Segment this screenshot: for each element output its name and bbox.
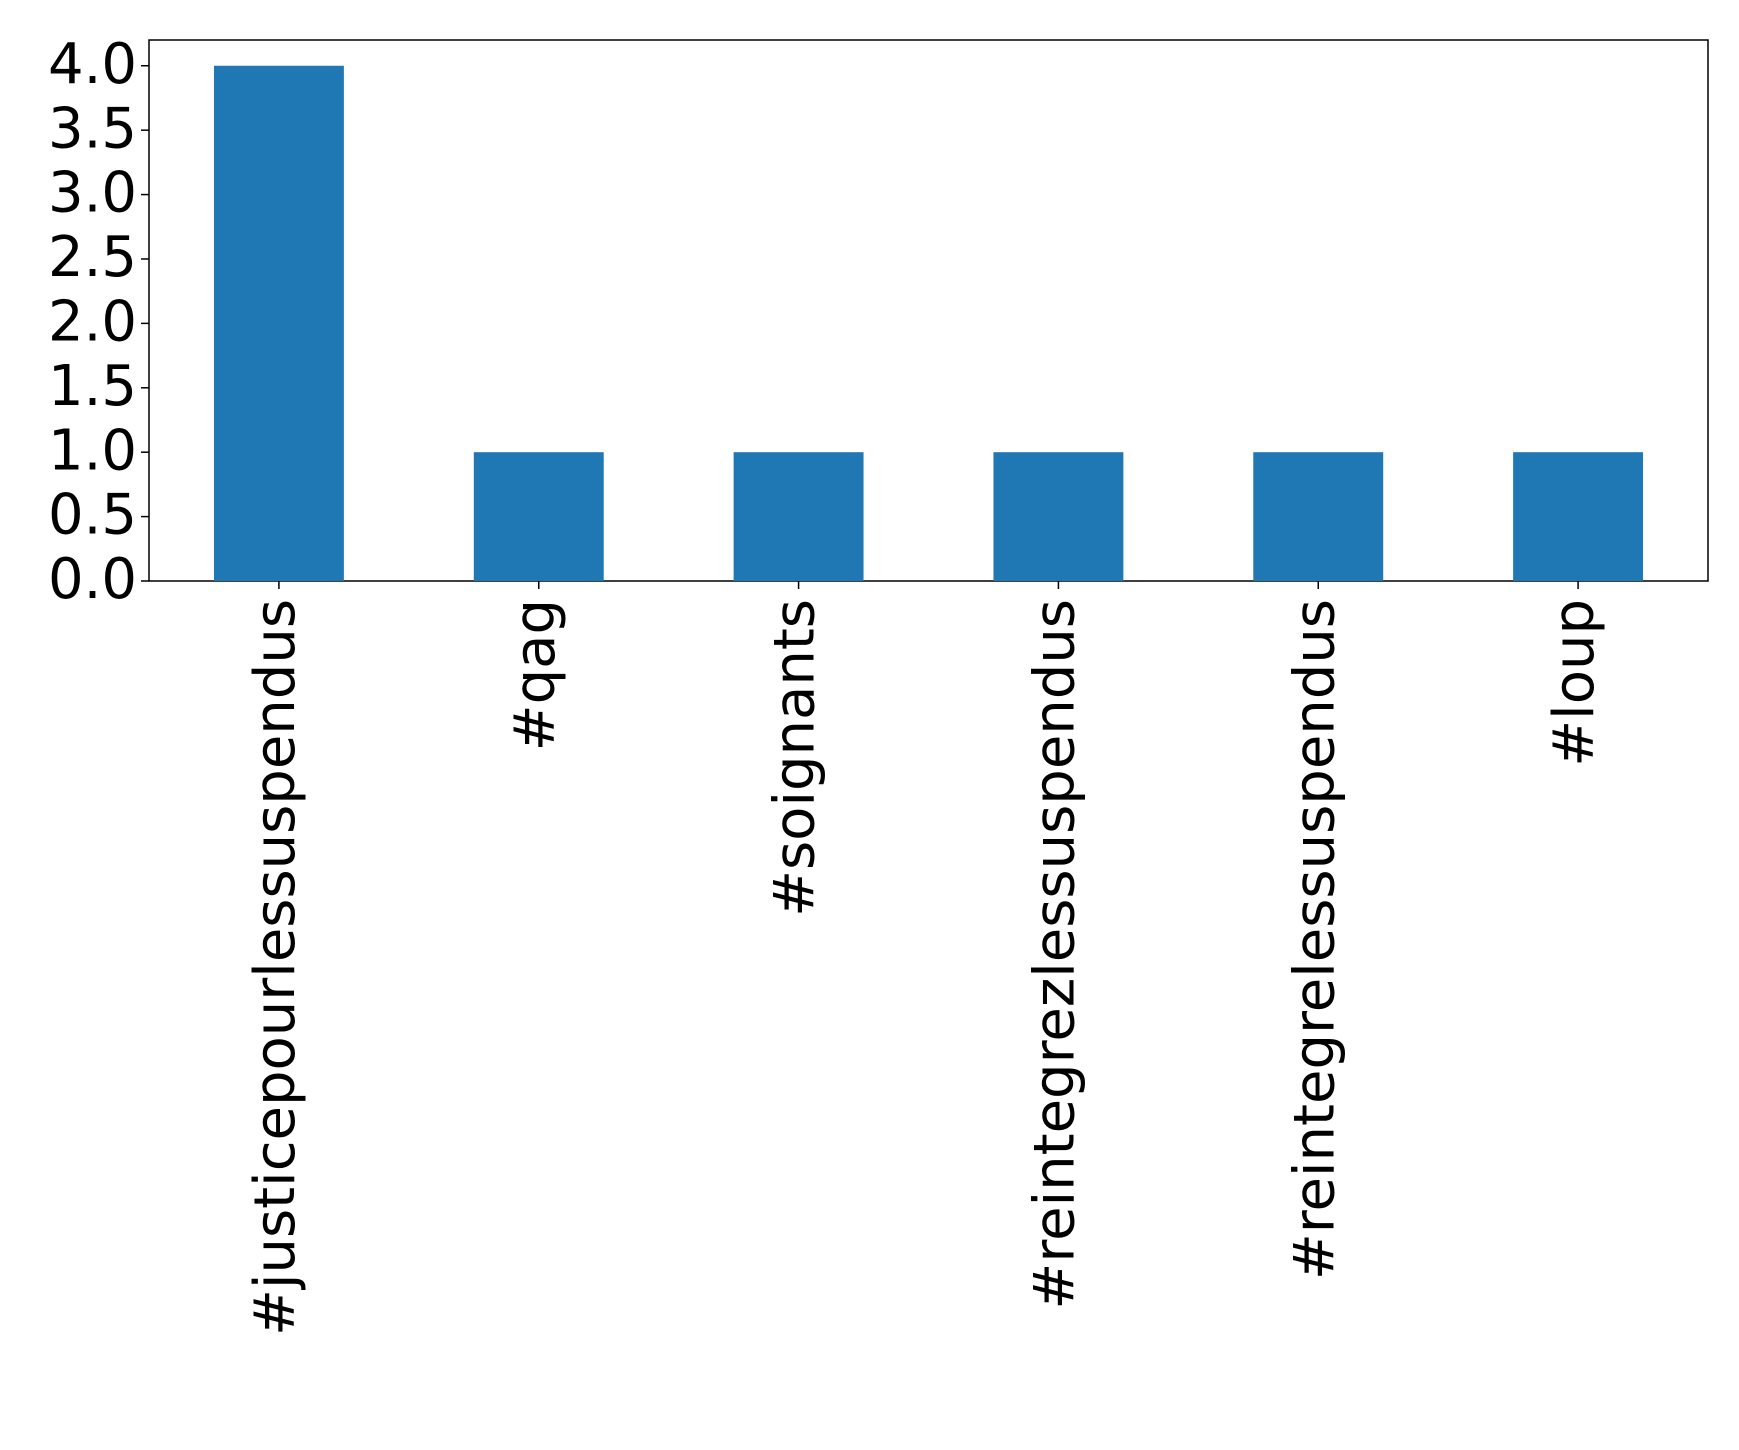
bar — [993, 452, 1124, 581]
bar — [213, 65, 344, 581]
x-tick-label: #reintegrezlessuspendus — [1023, 599, 1088, 1310]
y-tick-label: 0.0 — [48, 547, 137, 612]
y-tick-label: 3.5 — [48, 96, 137, 161]
y-tick-label: 1.0 — [48, 418, 137, 483]
y-tick-label: 1.5 — [48, 354, 137, 419]
x-tick-label: #loup — [1542, 599, 1607, 767]
plot-frame — [148, 39, 1709, 582]
y-tick-label: 4.0 — [48, 32, 137, 97]
y-tick-label: 0.5 — [48, 483, 137, 548]
bar — [1513, 452, 1644, 581]
x-tick-label: #soignants — [763, 599, 828, 917]
x-tick-label: #reintegrelessuspendus — [1282, 599, 1347, 1280]
x-tick-label: #qag — [503, 599, 568, 751]
bar — [1253, 452, 1384, 581]
y-tick-label: 3.0 — [48, 161, 137, 226]
x-tick-label: #justicepourlessuspendus — [243, 599, 308, 1336]
y-tick-label: 2.5 — [48, 225, 137, 290]
y-tick-label: 2.0 — [48, 290, 137, 355]
bar — [733, 452, 864, 581]
bar — [473, 452, 604, 581]
